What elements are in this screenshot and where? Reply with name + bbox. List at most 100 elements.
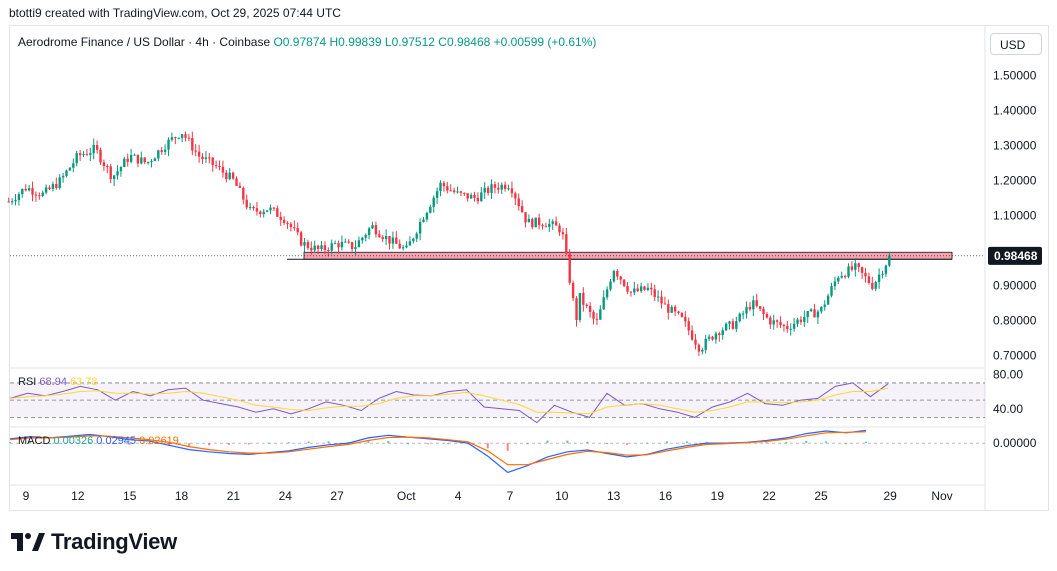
candle-body	[41, 192, 44, 196]
candle-body	[163, 149, 167, 152]
candle-body	[871, 282, 874, 289]
macd-histogram-bar	[128, 443, 131, 445]
candle-body	[803, 317, 806, 322]
candle-body	[286, 222, 289, 224]
candle-body	[867, 276, 871, 283]
candle-body	[231, 172, 235, 179]
candle-body	[276, 208, 279, 217]
time-tick-label: 22	[762, 489, 776, 503]
candle-body	[177, 137, 180, 139]
candle-body	[174, 137, 177, 139]
macd-histogram-bar	[805, 440, 808, 444]
candle-body	[694, 339, 697, 345]
time-tick-label: 12	[71, 489, 85, 503]
macd-histogram-bar	[48, 443, 51, 445]
macd-histogram-bar	[526, 443, 529, 445]
candle-body	[582, 292, 585, 305]
candle-body	[527, 218, 531, 223]
candle-body	[731, 321, 735, 329]
candle-body	[187, 137, 191, 139]
candle-body	[483, 187, 486, 193]
macd-histogram-bar	[646, 442, 649, 444]
candle-body	[68, 167, 72, 171]
candle-body	[707, 336, 711, 339]
candle-body	[211, 157, 214, 166]
symbol-title[interactable]: Aerodrome Finance / US Dollar · 4h · Coi…	[18, 35, 271, 49]
candle-body	[463, 192, 466, 194]
candle-body	[14, 200, 17, 202]
candle-body	[854, 263, 857, 270]
candle-body	[136, 154, 140, 164]
time-tick-label: 25	[814, 489, 828, 503]
macd-histogram-bar	[845, 443, 848, 445]
candle-body	[429, 206, 432, 213]
candle-body	[238, 185, 242, 188]
candle-body	[520, 206, 524, 213]
candle-body	[534, 217, 537, 228]
candle-body	[745, 306, 748, 314]
candle-body	[204, 157, 208, 160]
candle-body	[480, 192, 483, 202]
macd-histogram-bar	[287, 442, 290, 444]
chart-frame	[9, 25, 1049, 511]
symbol-legend[interactable]: Aerodrome Finance / US Dollar · 4h · Coi…	[18, 35, 596, 49]
candle-body	[510, 188, 514, 194]
macd-legend-hist: 0.00326	[53, 435, 94, 447]
candle-body	[728, 321, 731, 324]
candle-body	[245, 199, 248, 208]
macd-legend-signal: 0.02619	[139, 435, 179, 447]
candle-body	[619, 276, 622, 280]
candle-body	[262, 211, 265, 215]
candle-body	[323, 245, 327, 251]
time-tick-label: 7	[507, 489, 514, 503]
candle-body	[282, 219, 286, 223]
candle-body	[129, 155, 133, 162]
macd-histogram-bar	[367, 440, 370, 444]
candle-body	[221, 166, 225, 173]
candle-body	[660, 296, 663, 304]
candle-body	[89, 153, 92, 155]
ohlc-values: O0.97874 H0.99839 L0.97512 C0.98468 +0.0…	[273, 35, 597, 49]
candle-body	[633, 288, 636, 293]
candle-body	[412, 238, 415, 242]
candle-body	[150, 161, 153, 163]
rsi-legend[interactable]: RSI 68.94 63.78	[18, 376, 98, 388]
macd-pane	[9, 429, 985, 474]
candle-body	[578, 292, 582, 321]
candle-body	[786, 325, 789, 330]
candle-body	[792, 323, 796, 329]
candle-body	[269, 207, 272, 211]
candle-body	[537, 217, 541, 226]
candle-body	[259, 211, 262, 215]
candle-body	[809, 309, 813, 312]
macd-legend[interactable]: MACD 0.00326 0.02945 0.02619	[18, 435, 179, 447]
candle-body	[58, 177, 61, 189]
tradingview-logo[interactable]: TradingView	[11, 529, 177, 555]
currency-button[interactable]: USD	[990, 33, 1042, 55]
time-tick-label: 19	[711, 489, 725, 503]
macd-histogram-bar	[606, 443, 609, 445]
rsi-ma-line	[9, 387, 889, 415]
candle-body	[24, 188, 27, 191]
candle-body	[133, 154, 136, 156]
candle-body	[517, 198, 520, 207]
price-tick-label: 1.40000	[993, 104, 1037, 118]
candle-body	[242, 187, 245, 200]
price-tick-label: 0.70000	[993, 349, 1037, 363]
candle-body	[350, 242, 354, 250]
candle-body	[299, 232, 303, 246]
macd-histogram-bar	[865, 441, 867, 444]
tradingview-logo-icon	[11, 533, 45, 551]
candle-body	[738, 313, 741, 322]
candle-body	[847, 266, 850, 277]
candle-body	[724, 323, 728, 331]
rsi-legend-value: 68.94	[39, 376, 67, 388]
candle-body	[701, 349, 704, 352]
candle-body	[432, 197, 435, 207]
candle-body	[201, 156, 204, 160]
rsi-legend-ma: 63.78	[70, 376, 98, 388]
candle-body	[303, 242, 306, 246]
macd-histogram-bar	[148, 443, 151, 445]
candle-body	[378, 234, 381, 238]
